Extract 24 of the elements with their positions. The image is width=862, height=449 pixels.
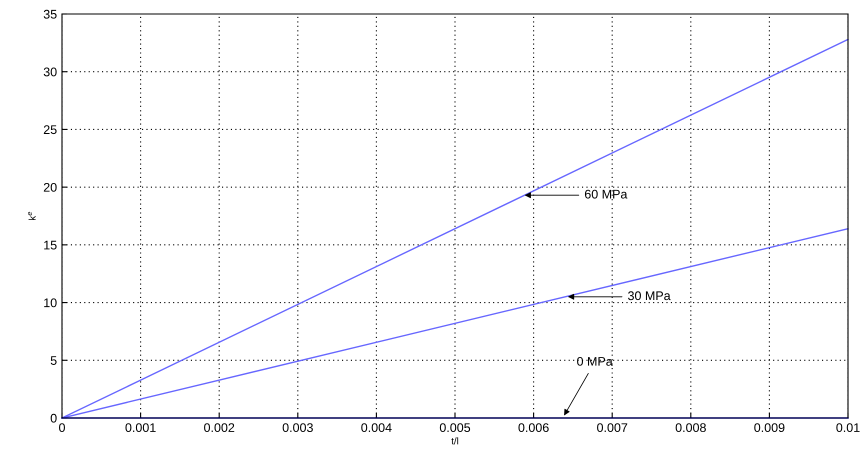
annotation: 30 MPa — [628, 291, 671, 300]
y-tick-label: 35 — [44, 10, 57, 19]
x-tick-label: 0.01 — [836, 423, 860, 432]
x-tick-label: 0.007 — [597, 423, 628, 432]
y-axis-title: k$^{e}$ — [28, 212, 36, 220]
x-tick-label: 0.001 — [125, 423, 156, 432]
y-tick-label: 10 — [44, 298, 57, 308]
y-tick-label: 15 — [44, 240, 57, 250]
x-tick-label: 0.003 — [282, 423, 313, 432]
y-tick-label: 0 — [50, 414, 57, 423]
annotation: 0 MPa — [577, 356, 613, 366]
y-tick-label: 30 — [44, 68, 57, 76]
x-tick-label: 0.002 — [204, 423, 234, 432]
x-tick-label: 0.005 — [440, 423, 470, 432]
x-tick-label: 0.004 — [361, 423, 392, 432]
x-tick-label: 0.009 — [754, 423, 784, 432]
annotation: 60 MPa — [584, 190, 628, 199]
x-tick-label: 0 — [59, 423, 65, 432]
x-tick-label: 0.006 — [518, 423, 549, 432]
x-tick-label: 0.008 — [676, 423, 706, 432]
y-tick-label: 20 — [44, 182, 57, 192]
x-axis-title: t/l — [451, 437, 458, 444]
y-tick-label: 25 — [44, 125, 57, 134]
y-tick-label: 5 — [50, 356, 57, 365]
